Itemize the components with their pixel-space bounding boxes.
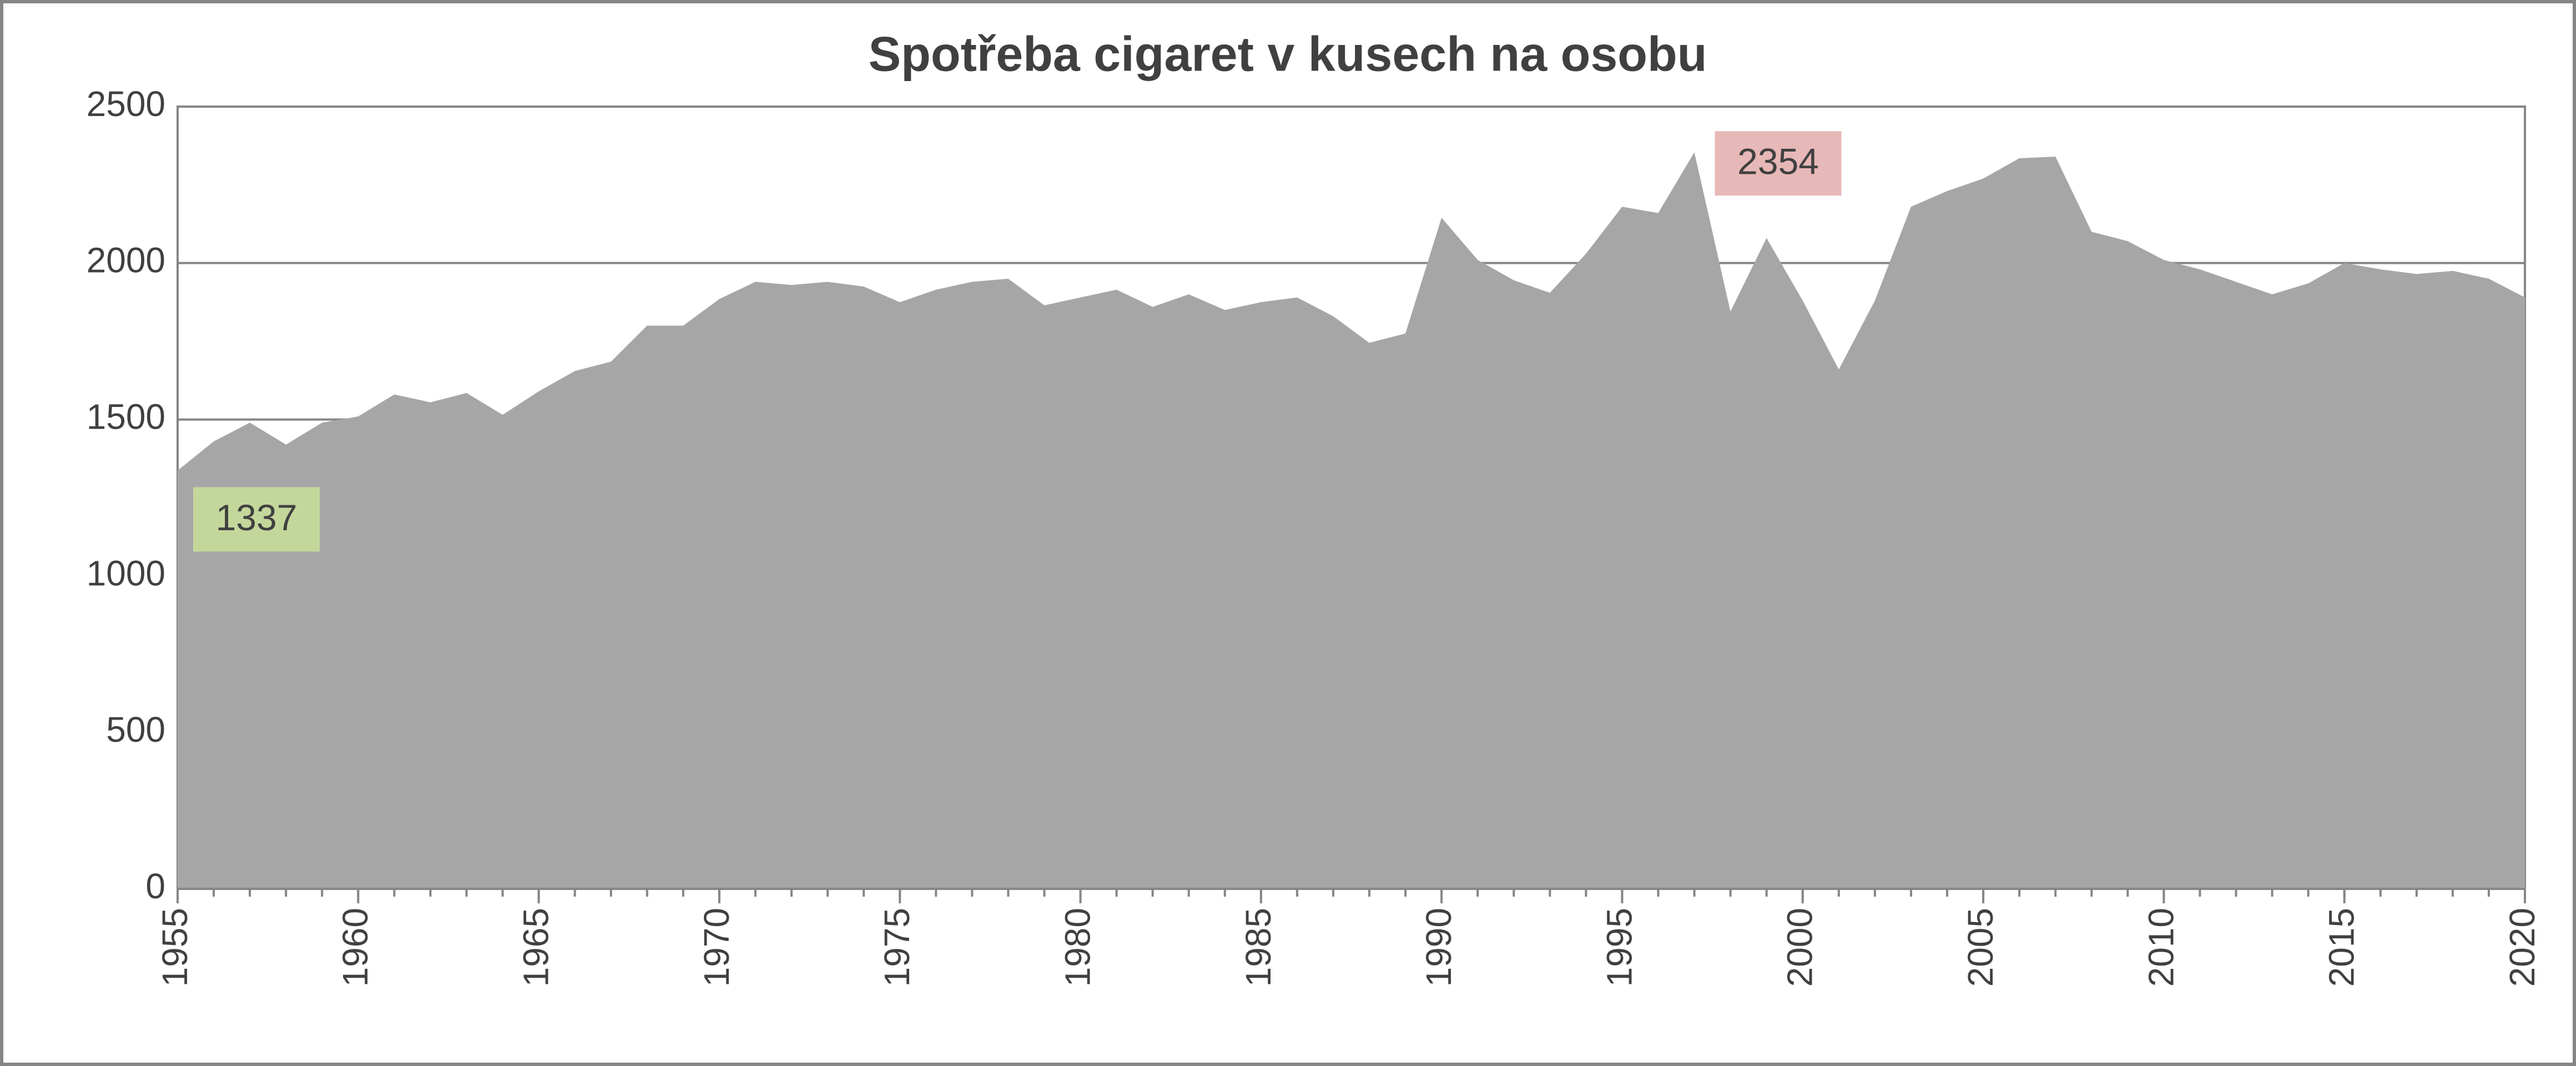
x-tick-label: 2010 <box>2141 908 2181 987</box>
x-tick-label: 2015 <box>2322 908 2362 987</box>
x-tick-label: 1955 <box>155 908 195 987</box>
y-tick-label: 1500 <box>87 397 165 437</box>
x-tick-label: 1990 <box>1419 908 1459 987</box>
x-tick-label: 1965 <box>516 908 556 987</box>
x-tick-label: 1960 <box>335 908 375 987</box>
data-label: 1337 <box>216 497 298 538</box>
data-label: 2354 <box>1737 141 1819 182</box>
x-tick-label: 1975 <box>877 908 917 987</box>
y-tick-label: 0 <box>145 866 165 906</box>
y-tick-label: 500 <box>106 710 165 750</box>
y-tick-label: 2500 <box>87 84 165 124</box>
area <box>178 152 2525 889</box>
x-tick-label: 2005 <box>1960 908 2000 987</box>
x-tick-label: 2000 <box>1780 908 1820 987</box>
y-tick-label: 2000 <box>87 240 165 280</box>
y-tick-label: 1000 <box>87 553 165 593</box>
data-label-box <box>1715 131 1842 196</box>
chart-title: Spotřeba cigaret v kusech na osobu <box>868 26 1707 81</box>
x-tick-label: 1985 <box>1238 908 1278 987</box>
x-tick-label: 2020 <box>2502 908 2542 987</box>
x-tick-label: 1995 <box>1599 908 1639 987</box>
x-tick-label: 1970 <box>697 908 737 987</box>
data-label-box <box>193 487 320 552</box>
x-tick-label: 1980 <box>1057 908 1097 987</box>
